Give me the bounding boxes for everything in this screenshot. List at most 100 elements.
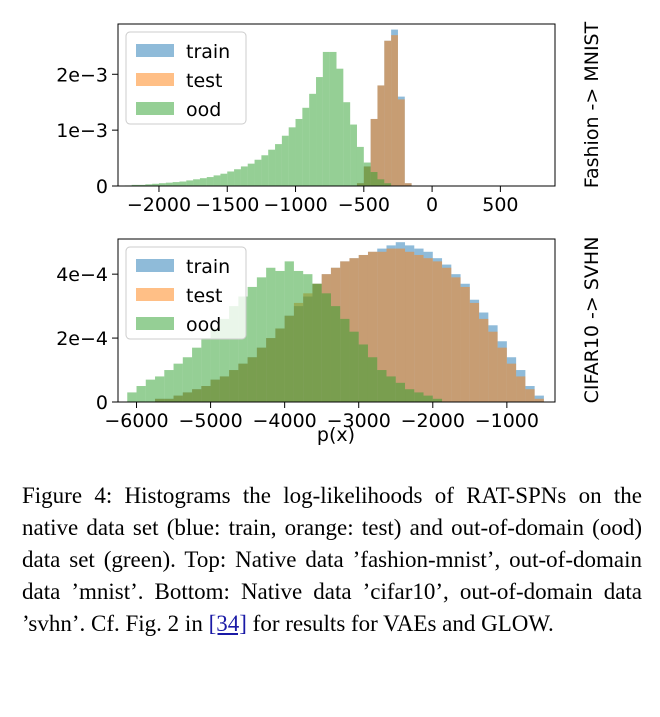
- bar-ood: [182, 357, 193, 402]
- bar-ood: [201, 338, 211, 402]
- bar-ood: [186, 180, 194, 186]
- bar-ood: [199, 178, 207, 186]
- bar-ood: [343, 102, 351, 186]
- y-tick-label: 0: [96, 176, 108, 198]
- x-tick-label: −500: [338, 194, 390, 216]
- bar-ood: [240, 166, 248, 186]
- bar-test: [423, 258, 433, 402]
- x-axis-label: p(x): [317, 424, 355, 446]
- bar-ood: [293, 270, 304, 402]
- x-tick-label: 500: [482, 194, 518, 216]
- bar-test: [497, 347, 507, 402]
- legend-swatch-ood: [136, 317, 174, 330]
- bar-ood: [238, 296, 248, 402]
- bar-ood: [131, 184, 139, 186]
- bar-ood: [284, 261, 294, 402]
- bar-ood: [356, 146, 364, 186]
- bar-test: [391, 35, 398, 186]
- bar-ood: [247, 163, 255, 186]
- legend-swatch-ood: [136, 102, 174, 115]
- caption-text: Figure 4: Histograms the log-likelihoods…: [22, 483, 642, 636]
- bar-ood: [136, 386, 146, 402]
- bar-ood: [370, 172, 378, 186]
- x-tick-label: −5000: [178, 410, 242, 432]
- bar-test: [442, 267, 452, 402]
- bar-ood: [288, 127, 296, 186]
- bar-ood: [432, 398, 443, 402]
- bar-ood: [377, 179, 385, 186]
- bar-ood: [349, 331, 359, 402]
- y-tick-label: 0: [96, 392, 108, 414]
- bar-ood: [138, 184, 146, 186]
- bar-ood: [367, 357, 378, 402]
- y-tick-label: 4e−4: [56, 264, 108, 286]
- legend-label-ood: ood: [186, 99, 221, 121]
- x-tick-label: −6000: [104, 410, 168, 432]
- caption-text-end: for results for VAEs and GLOW.: [246, 611, 554, 636]
- plot-frame-top: [117, 23, 556, 187]
- bar-ood: [227, 171, 235, 186]
- bar-test: [386, 248, 396, 402]
- x-tick-label: −2000: [401, 410, 465, 432]
- y-tick-label: 1e−3: [56, 120, 108, 142]
- legend-label-train: train: [186, 41, 230, 63]
- bar-test: [414, 254, 424, 402]
- bar-ood: [329, 51, 337, 187]
- bar-test: [516, 376, 526, 402]
- bars-bottom: [127, 242, 544, 402]
- figure-histograms: −2000 −1500 −1000 −500 0 500 01e−32e−3 traint…: [56, 21, 603, 446]
- y-tick-label: 2e−3: [56, 64, 108, 86]
- bar-ood: [193, 179, 200, 186]
- bar-test: [460, 286, 470, 402]
- bar-test: [488, 331, 498, 402]
- bar-ood: [219, 318, 230, 402]
- yticks-top: 0 1e−3 2e−3: [56, 64, 118, 198]
- bar-ood: [395, 382, 406, 402]
- bar-test: [367, 251, 378, 402]
- x-tick-label: −1000: [475, 410, 539, 432]
- legend-label-ood: ood: [186, 314, 221, 336]
- bar-ood: [261, 155, 269, 186]
- bar-ood: [275, 270, 285, 402]
- legend-top: train test ood: [125, 31, 247, 125]
- bar-ood: [275, 144, 282, 186]
- bar-ood: [358, 344, 368, 402]
- bar-ood: [295, 118, 303, 186]
- x-tick-label: −1500: [195, 194, 259, 216]
- bar-ood: [127, 392, 137, 402]
- bar-ood: [386, 376, 396, 402]
- bar-test: [358, 254, 368, 402]
- bar-ood: [350, 124, 357, 186]
- citation-link[interactable]: [34]: [208, 611, 247, 636]
- bar-ood: [330, 306, 341, 402]
- bar-ood: [405, 389, 415, 402]
- bar-ood: [281, 135, 289, 186]
- bar-ood: [268, 149, 276, 186]
- legend-swatch-train: [136, 259, 174, 272]
- bar-ood: [206, 177, 214, 186]
- x-tick-label: −4000: [253, 410, 317, 432]
- y-tick-label: 2e−4: [56, 328, 108, 350]
- legend-swatch-test: [136, 288, 174, 301]
- x-tick-label: −3000: [327, 410, 391, 432]
- bar-ood: [302, 107, 310, 186]
- bar-ood: [321, 293, 331, 402]
- bar-ood: [172, 182, 180, 186]
- panel-fashion-mnist: −2000 −1500 −1000 −500 0 500 01e−32e−3 traint…: [56, 21, 603, 216]
- bar-ood: [155, 376, 165, 402]
- bar-ood: [247, 286, 257, 402]
- bar-ood: [173, 363, 183, 402]
- plot-frame-bottom: [117, 238, 556, 403]
- bar-ood: [165, 182, 173, 186]
- bar-test: [432, 261, 443, 402]
- bar-ood: [423, 395, 433, 402]
- bar-ood: [158, 183, 166, 186]
- bar-ood: [312, 283, 322, 402]
- legend-swatch-train: [136, 44, 174, 57]
- bar-ood: [254, 159, 262, 186]
- bar-test: [405, 251, 415, 402]
- bar-ood: [213, 175, 221, 186]
- legend-label-test: test: [186, 70, 223, 92]
- x-tick-label: −2000: [127, 194, 191, 216]
- bar-ood: [152, 183, 159, 186]
